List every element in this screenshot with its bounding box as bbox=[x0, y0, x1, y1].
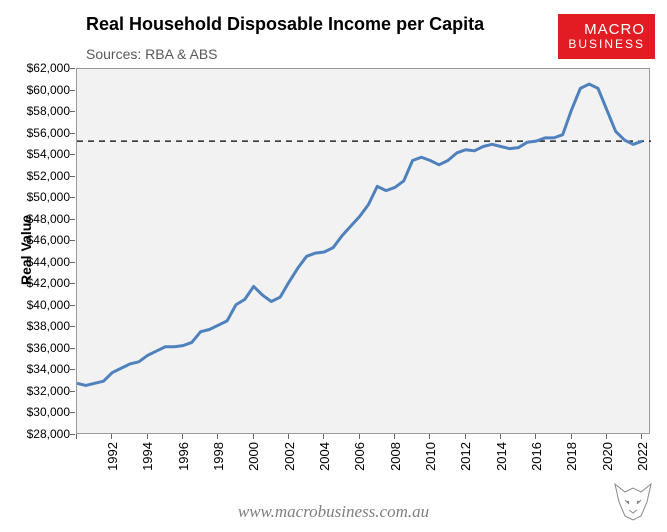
y-tick-label: $62,000 bbox=[0, 61, 70, 75]
y-tick-label: $34,000 bbox=[0, 362, 70, 376]
x-tick-mark bbox=[253, 434, 254, 439]
footer-url: www.macrobusiness.com.au bbox=[0, 502, 667, 522]
x-tick-mark bbox=[394, 434, 395, 439]
x-tick-label: 2018 bbox=[564, 442, 579, 471]
x-tick-mark bbox=[182, 434, 183, 439]
line-chart-svg bbox=[77, 69, 651, 435]
y-tick-label: $38,000 bbox=[0, 319, 70, 333]
x-tick-label: 1992 bbox=[105, 442, 120, 471]
x-tick-mark bbox=[429, 434, 430, 439]
x-tick-mark bbox=[606, 434, 607, 439]
x-tick-label: 2016 bbox=[529, 442, 544, 471]
y-tick-label: $44,000 bbox=[0, 255, 70, 269]
x-tick-mark bbox=[111, 434, 112, 439]
wolf-icon bbox=[611, 478, 655, 522]
chart-sources: Sources: RBA & ABS bbox=[86, 46, 218, 62]
x-tick-label: 2006 bbox=[352, 442, 367, 471]
logo-line2: BUSINESS bbox=[568, 38, 645, 51]
y-tick-label: $54,000 bbox=[0, 147, 70, 161]
y-tick-label: $52,000 bbox=[0, 169, 70, 183]
x-tick-label: 2000 bbox=[246, 442, 261, 471]
y-tick-label: $32,000 bbox=[0, 384, 70, 398]
x-tick-label: 2002 bbox=[282, 442, 297, 471]
x-tick-label: 2022 bbox=[635, 442, 650, 471]
y-tick-label: $46,000 bbox=[0, 233, 70, 247]
x-tick-mark bbox=[288, 434, 289, 439]
y-tick-label: $50,000 bbox=[0, 190, 70, 204]
y-tick-label: $48,000 bbox=[0, 212, 70, 226]
x-tick-label: 1998 bbox=[211, 442, 226, 471]
y-tick-label: $56,000 bbox=[0, 126, 70, 140]
y-tick-label: $40,000 bbox=[0, 298, 70, 312]
plot-area bbox=[76, 68, 650, 434]
x-tick-mark bbox=[535, 434, 536, 439]
y-tick-label: $30,000 bbox=[0, 405, 70, 419]
data-line bbox=[77, 84, 642, 385]
x-tick-label: 2008 bbox=[388, 442, 403, 471]
chart-title: Real Household Disposable Income per Cap… bbox=[86, 14, 484, 35]
x-tick-mark bbox=[76, 434, 77, 439]
x-tick-mark bbox=[465, 434, 466, 439]
x-tick-mark bbox=[323, 434, 324, 439]
x-tick-mark bbox=[217, 434, 218, 439]
chart-container: Real Household Disposable Income per Cap… bbox=[0, 0, 667, 532]
x-tick-mark bbox=[147, 434, 148, 439]
x-tick-label: 2020 bbox=[599, 442, 614, 471]
x-tick-label: 2012 bbox=[458, 442, 473, 471]
y-tick-label: $28,000 bbox=[0, 427, 70, 441]
macrobusiness-logo: MACRO BUSINESS bbox=[558, 14, 655, 59]
x-tick-mark bbox=[571, 434, 572, 439]
x-tick-label: 1994 bbox=[140, 442, 155, 471]
x-tick-label: 2010 bbox=[423, 442, 438, 471]
x-tick-label: 2004 bbox=[317, 442, 332, 471]
x-tick-label: 1996 bbox=[176, 442, 191, 471]
y-tick-label: $60,000 bbox=[0, 83, 70, 97]
y-tick-label: $36,000 bbox=[0, 341, 70, 355]
x-tick-mark bbox=[500, 434, 501, 439]
x-tick-label: 2014 bbox=[493, 442, 508, 471]
x-tick-mark bbox=[641, 434, 642, 439]
logo-line1: MACRO bbox=[568, 22, 645, 38]
y-tick-label: $58,000 bbox=[0, 104, 70, 118]
x-tick-mark bbox=[359, 434, 360, 439]
y-tick-label: $42,000 bbox=[0, 276, 70, 290]
